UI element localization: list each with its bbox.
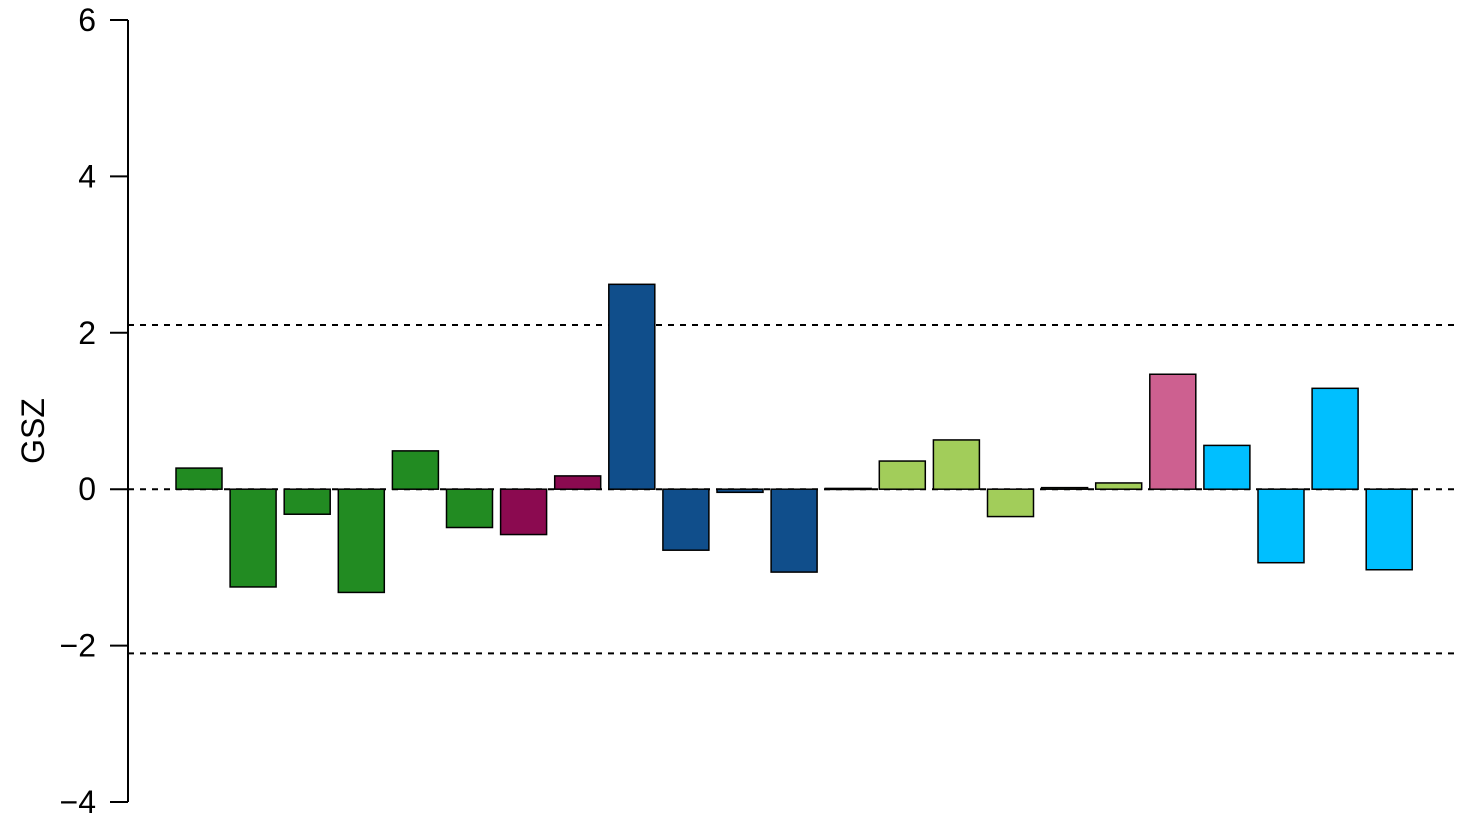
- bar-18: [1094, 482, 1143, 490]
- bar-4: [337, 488, 386, 594]
- y-tick-label-4: −2: [60, 628, 96, 664]
- bar-12: [770, 488, 818, 573]
- y-tick-label-5: −4: [60, 784, 96, 820]
- bar-11: [716, 488, 764, 494]
- y-tick-label-2: 2: [78, 315, 96, 351]
- bar-2: [229, 488, 277, 588]
- bar-3: [283, 488, 331, 515]
- bar-13: [824, 487, 872, 491]
- bar-5: [391, 450, 440, 490]
- bar-7: [499, 488, 548, 536]
- bar-17: [1040, 486, 1089, 490]
- y-axis: 6 4 2 0 −2 −4: [60, 2, 129, 820]
- bar-23: [1365, 488, 1413, 571]
- bar-8: [553, 475, 602, 490]
- y-tick-label-3: 0: [78, 471, 96, 507]
- bar-16: [986, 488, 1035, 518]
- bar-15: [932, 439, 981, 490]
- bar-9: [608, 283, 656, 490]
- bars: [175, 283, 1413, 594]
- bar-6: [445, 488, 494, 529]
- bar-1: [175, 467, 223, 490]
- bar-14: [878, 460, 927, 490]
- y-tick-label-1: 4: [78, 158, 96, 194]
- bar-20: [1203, 444, 1251, 490]
- bar-21: [1257, 488, 1305, 564]
- y-tick-label-0: 6: [78, 2, 96, 38]
- bar-22: [1311, 387, 1359, 490]
- y-axis-label: GSZ: [15, 398, 51, 464]
- bar-10: [662, 488, 710, 551]
- bar-19: [1149, 373, 1197, 490]
